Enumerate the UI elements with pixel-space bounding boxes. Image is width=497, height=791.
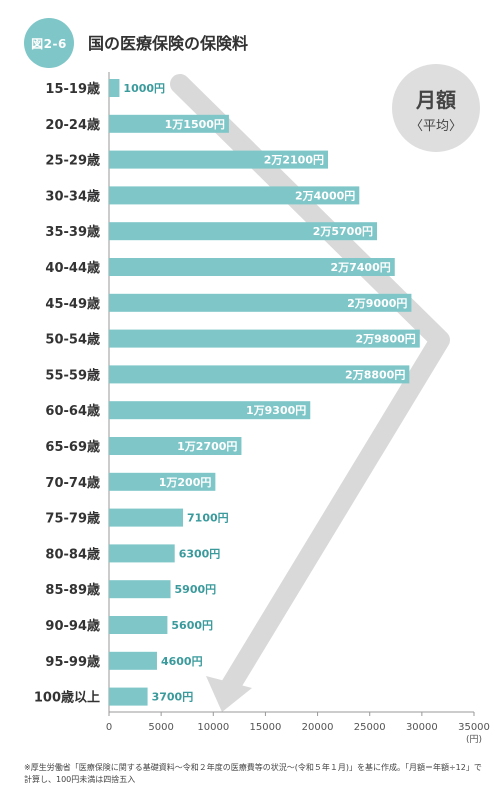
data-label: 1万200円 <box>159 476 212 489</box>
bar <box>109 472 216 491</box>
category-label: 45-49歳 <box>45 296 100 312</box>
category-label: 95-99歳 <box>45 654 100 670</box>
chart-title: 国の医療保険の保険料 <box>88 34 249 53</box>
legend-bubble: 月額 〈平均〉 <box>392 64 480 152</box>
source-note: ※厚生労働省「医療保険に関する基礎資料～令和２年度の医療費等の状況～(令和５年１… <box>24 763 482 784</box>
category-label: 60-64歳 <box>45 403 100 419</box>
data-label: 2万9000円 <box>347 297 407 310</box>
category-label: 20-24歳 <box>45 117 100 133</box>
bar <box>109 437 242 455</box>
bar <box>109 651 157 670</box>
bar <box>109 329 420 348</box>
bar <box>109 150 328 169</box>
data-label: 2万5700円 <box>313 225 373 238</box>
category-label: 25-29歳 <box>45 153 100 169</box>
data-label: 2万7400円 <box>330 261 390 274</box>
data-label: 3700円 <box>152 691 194 704</box>
x-tick-label: 5000 <box>148 722 173 733</box>
bar <box>109 365 410 384</box>
category-label: 100歳以上 <box>34 690 100 706</box>
data-label: 2万4000円 <box>295 189 355 202</box>
x-tick-label: 20000 <box>302 722 334 733</box>
x-tick-label: 25000 <box>354 722 386 733</box>
data-label: 1万2700円 <box>177 440 237 453</box>
data-label: 4600円 <box>161 655 203 668</box>
data-label: 1万1500円 <box>165 118 225 131</box>
x-tick-label: 30000 <box>406 722 438 733</box>
figure-number-badge: 図2-6 <box>24 18 74 68</box>
category-label: 85-89歳 <box>45 582 100 598</box>
category-label: 50-54歳 <box>45 332 100 348</box>
bar <box>109 401 311 420</box>
data-label: 1万9300円 <box>246 404 306 417</box>
category-label: 15-19歳 <box>45 81 100 97</box>
category-label: 65-69歳 <box>45 439 100 455</box>
category-label: 30-34歳 <box>45 188 100 204</box>
bar <box>109 79 120 97</box>
category-label: 75-79歳 <box>45 511 100 527</box>
data-label: 5600円 <box>171 619 213 632</box>
bar <box>109 580 171 599</box>
data-label: 6300円 <box>179 547 221 560</box>
trend-arrow-head <box>206 676 252 712</box>
bar <box>109 508 184 527</box>
category-label: 40-44歳 <box>45 260 100 276</box>
legend-main-label: 月額 <box>416 88 456 112</box>
data-label: 2万2100円 <box>264 154 324 167</box>
x-unit-label: (円) <box>466 734 482 745</box>
bar <box>109 258 395 276</box>
data-label: 2万8800円 <box>345 368 405 381</box>
x-tick-label: 15000 <box>250 722 282 733</box>
bar <box>109 293 412 312</box>
x-tick-label: 10000 <box>197 722 229 733</box>
bar <box>109 616 168 634</box>
category-label: 35-39歳 <box>45 224 100 240</box>
x-tick-label: 35000 <box>458 722 490 733</box>
legend-sub-label: 〈平均〉 <box>409 119 462 134</box>
bar <box>109 222 378 241</box>
bar <box>109 544 175 563</box>
bar <box>109 687 148 706</box>
trend-arrow-shaft <box>170 74 450 700</box>
category-label: 90-94歳 <box>45 618 100 634</box>
bar <box>109 186 360 205</box>
data-label: 1000円 <box>123 82 165 95</box>
category-label: 55-59歳 <box>45 367 100 383</box>
data-label: 2万9800円 <box>355 333 415 346</box>
x-tick-label: 0 <box>106 722 112 733</box>
data-label: 7100円 <box>187 512 229 525</box>
category-label: 80-84歳 <box>45 546 100 562</box>
category-label: 70-74歳 <box>45 475 100 491</box>
data-label: 5900円 <box>175 583 217 596</box>
bar <box>109 114 229 133</box>
